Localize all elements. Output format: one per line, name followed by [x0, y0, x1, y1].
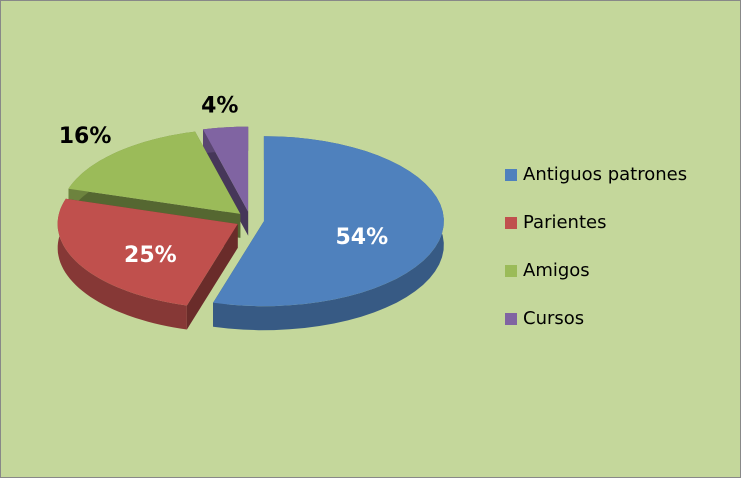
- legend-swatch: [505, 313, 517, 325]
- data-label: 54%: [336, 225, 389, 250]
- legend-swatch: [505, 217, 517, 229]
- slice-wall: [57, 198, 187, 330]
- pie-slice: [213, 136, 444, 331]
- legend-label: Parientes: [523, 212, 606, 233]
- legend-swatch: [505, 265, 517, 277]
- slice-side: [186, 224, 238, 330]
- legend-label: Cursos: [523, 308, 584, 329]
- slice-top: [203, 126, 249, 212]
- legend-label: Amigos: [523, 260, 590, 281]
- legend-label: Antiguos patrones: [523, 164, 687, 185]
- legend-swatch: [505, 169, 517, 181]
- data-label: 16%: [59, 124, 112, 149]
- slice-top: [213, 136, 444, 307]
- slice-top: [57, 198, 238, 306]
- pie-slice: [57, 198, 238, 330]
- data-label: 25%: [124, 243, 177, 268]
- slice-wall: [213, 136, 444, 331]
- data-label: 4%: [201, 93, 238, 118]
- slice-top: [68, 131, 241, 214]
